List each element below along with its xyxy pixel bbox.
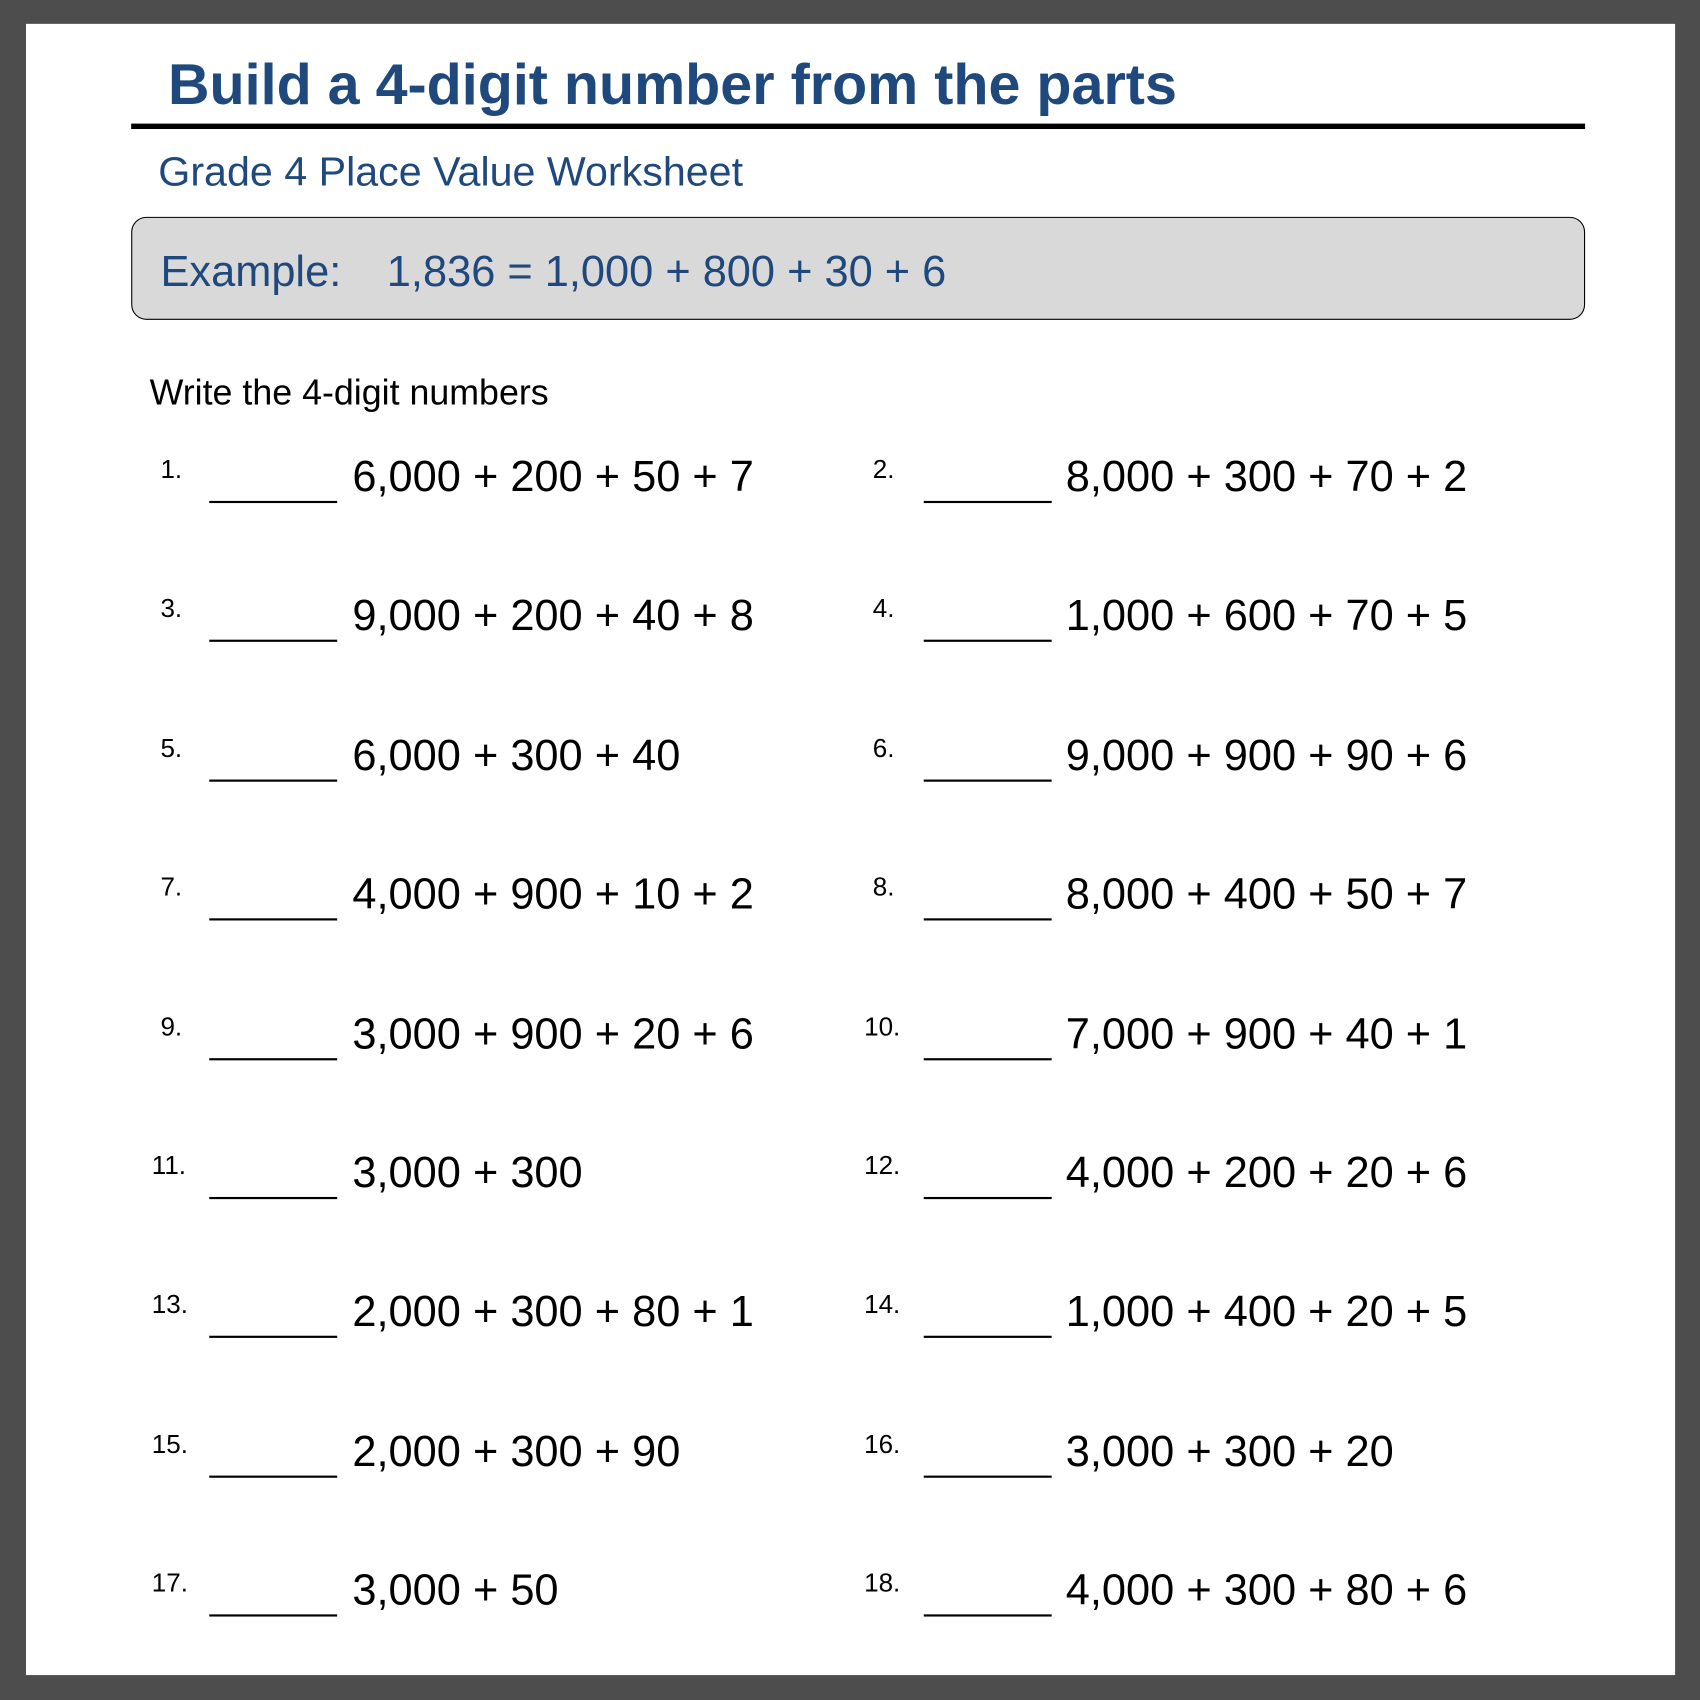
- answer-blank[interactable]: [209, 1057, 338, 1060]
- problem-number: 17.: [151, 1569, 188, 1599]
- answer-blank[interactable]: [209, 1196, 338, 1200]
- answer-blank[interactable]: [209, 500, 338, 504]
- problem-expression: 1,000 + 400 + 20 + 5: [1065, 1288, 1468, 1337]
- problem-expression: 3,000 + 300 + 20: [1065, 1427, 1394, 1476]
- problem-number: 4.: [872, 594, 895, 624]
- answer-blank[interactable]: [209, 1614, 338, 1617]
- problem-expression: 4,000 + 200 + 20 + 6: [1065, 1149, 1468, 1197]
- problem-expression: 7,000 + 900 + 40 + 1: [1065, 1010, 1468, 1058]
- title-rule: [131, 123, 1586, 130]
- answer-blank[interactable]: [209, 918, 338, 921]
- problem-number: 14.: [864, 1290, 901, 1320]
- problem-expression: 9,000 + 200 + 40 + 8: [352, 592, 754, 641]
- answer-blank[interactable]: [923, 1196, 1052, 1200]
- problem-expression: 8,000 + 400 + 50 + 7: [1065, 870, 1468, 919]
- answer-blank[interactable]: [209, 779, 338, 782]
- problem-number: 5.: [160, 733, 183, 764]
- problem-expression: 6,000 + 300 + 40: [352, 731, 681, 780]
- problem-expression: 8,000 + 300 + 70 + 2: [1065, 453, 1468, 501]
- problem-number: 3.: [160, 594, 183, 624]
- problem-expression: 2,000 + 300 + 90: [352, 1427, 681, 1476]
- answer-blank[interactable]: [923, 918, 1052, 921]
- problem-number: 11.: [151, 1151, 187, 1181]
- example-box: [131, 216, 1586, 320]
- subtitle: Grade 4 Place Value Worksheet: [158, 149, 744, 196]
- problem-number: 9.: [160, 1012, 183, 1042]
- answer-blank[interactable]: [923, 1614, 1052, 1617]
- answer-blank[interactable]: [923, 1475, 1052, 1478]
- problem-number: 8.: [872, 872, 895, 903]
- problem-number: 7.: [160, 872, 183, 903]
- problem-number: 13.: [151, 1290, 188, 1320]
- example-text: Example: 1,836 = 1,000 + 800 + 30 + 6: [160, 250, 946, 293]
- answer-blank[interactable]: [923, 640, 1052, 643]
- problem-expression: 4,000 + 900 + 10 + 2: [352, 870, 754, 919]
- answer-blank[interactable]: [209, 640, 338, 643]
- page-title: Build a 4-digit number from the parts: [168, 53, 1177, 118]
- instructions: Write the 4-digit numbers: [149, 371, 549, 412]
- problem-expression: 6,000 + 200 + 50 + 7: [352, 453, 754, 501]
- problem-expression: 3,000 + 300: [352, 1149, 583, 1197]
- answer-blank[interactable]: [209, 1336, 338, 1339]
- problem-expression: 3,000 + 50: [352, 1566, 559, 1615]
- problem-number: 1.: [160, 455, 183, 485]
- problem-expression: 4,000 + 300 + 80 + 6: [1065, 1566, 1468, 1615]
- answer-blank[interactable]: [923, 1057, 1052, 1060]
- example-equation: 1,836 = 1,000 + 800 + 30 + 6: [386, 248, 947, 296]
- example-label: Example:: [160, 248, 342, 296]
- problem-expression: 3,000 + 900 + 20 + 6: [352, 1010, 754, 1058]
- problem-number: 18.: [864, 1569, 901, 1599]
- answer-blank[interactable]: [209, 1475, 338, 1478]
- problem-expression: 2,000 + 300 + 80 + 1: [352, 1288, 754, 1337]
- problem-number: 10.: [864, 1012, 901, 1042]
- problem-number: 15.: [151, 1429, 188, 1460]
- problem-number: 6.: [872, 733, 895, 764]
- problem-expression: 1,000 + 600 + 70 + 5: [1065, 592, 1468, 641]
- answer-blank[interactable]: [923, 779, 1052, 782]
- problem-number: 2.: [872, 455, 895, 485]
- answer-blank[interactable]: [923, 1336, 1052, 1339]
- problem-number: 12.: [864, 1151, 901, 1181]
- answer-blank[interactable]: [923, 500, 1052, 504]
- problem-number: 16.: [864, 1429, 901, 1460]
- problem-expression: 9,000 + 900 + 90 + 6: [1065, 731, 1468, 780]
